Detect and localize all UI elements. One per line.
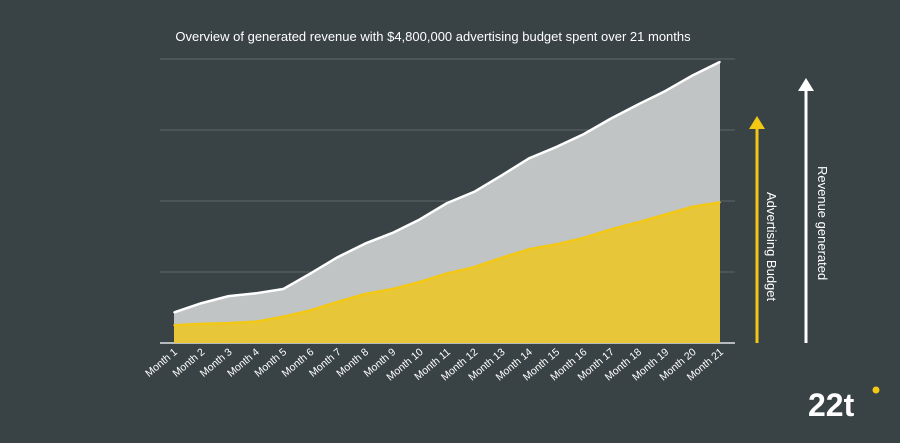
data-point [637, 221, 639, 224]
data-point [610, 117, 612, 120]
data-point [391, 232, 394, 234]
data-point [582, 133, 585, 136]
data-point [337, 301, 339, 303]
data-point [227, 322, 230, 324]
data-point [555, 146, 557, 148]
data-point [637, 103, 639, 106]
data-point [255, 292, 257, 295]
data-point [528, 248, 530, 251]
area-budget [174, 202, 720, 343]
data-point [610, 228, 612, 231]
data-point [582, 237, 585, 239]
data-point [418, 218, 421, 221]
data-point [173, 311, 175, 314]
data-point [255, 320, 257, 323]
chart-title: Overview of generated revenue with $4,80… [175, 29, 691, 44]
data-point [337, 256, 339, 258]
data-point [664, 213, 667, 216]
data-point [500, 257, 503, 259]
data-point [364, 242, 366, 245]
data-point [719, 201, 721, 204]
data-point [282, 315, 285, 318]
data-point [282, 288, 285, 290]
data-point [500, 174, 503, 177]
data-point [664, 90, 667, 92]
data-point [446, 272, 448, 275]
areas [173, 60, 721, 344]
brand-logo: 22t [808, 386, 880, 423]
budget-axis-arrow [749, 116, 765, 343]
logo-text: 22t [808, 387, 855, 423]
data-point [473, 190, 476, 193]
budget-axis-label: Advertising Budget [764, 192, 779, 302]
data-point [364, 293, 366, 295]
revenue-axis-arrow [798, 78, 814, 343]
data-point [691, 74, 694, 77]
data-point [200, 323, 203, 325]
data-point [200, 302, 203, 305]
data-point [446, 202, 448, 204]
data-point [309, 272, 312, 275]
data-point [418, 281, 421, 283]
logo-dot [872, 386, 880, 394]
revenue-axis-label: Revenue generated [815, 166, 830, 280]
data-point [719, 61, 721, 63]
data-point [173, 324, 175, 327]
data-point [473, 266, 476, 268]
data-point [309, 309, 312, 312]
data-point [528, 157, 530, 160]
data-point [555, 243, 557, 246]
data-point [691, 205, 694, 208]
data-point [391, 288, 394, 290]
data-point [227, 295, 230, 297]
